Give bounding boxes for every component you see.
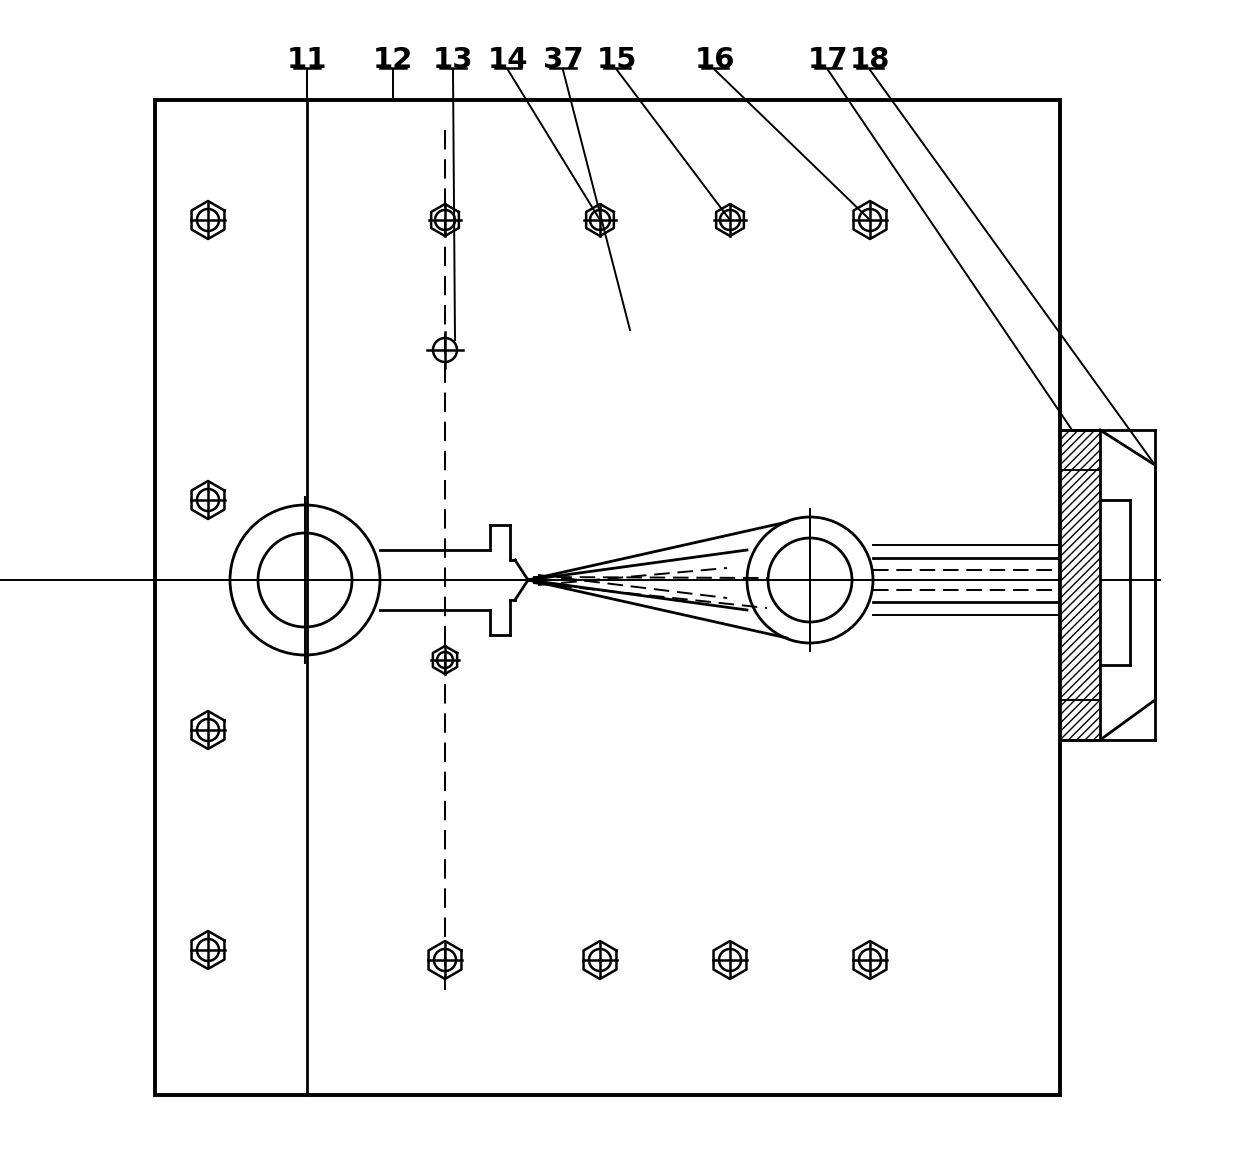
Text: 12: 12 bbox=[373, 47, 413, 74]
Text: 18: 18 bbox=[849, 47, 890, 74]
Bar bbox=[1060, 430, 1100, 740]
Text: 37: 37 bbox=[543, 47, 583, 74]
Text: 11: 11 bbox=[286, 47, 327, 74]
Bar bbox=[155, 100, 1060, 1095]
Text: 16: 16 bbox=[694, 47, 735, 74]
Text: 17: 17 bbox=[807, 47, 848, 74]
Text: 14: 14 bbox=[487, 47, 528, 74]
Text: 15: 15 bbox=[596, 47, 637, 74]
Text: 13: 13 bbox=[433, 47, 474, 74]
